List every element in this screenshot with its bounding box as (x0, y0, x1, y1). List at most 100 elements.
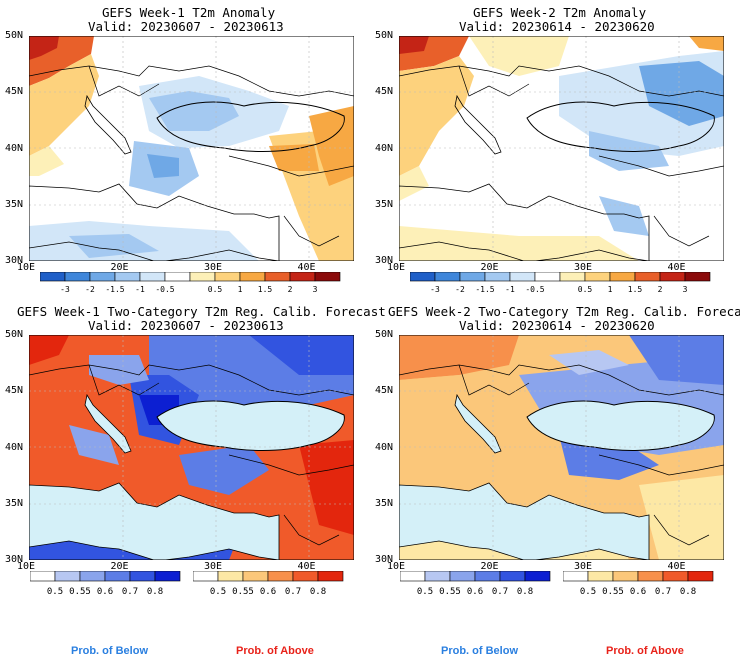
prob-above-swatch (242, 571, 269, 582)
prob-below-tick-label: 0.5 (417, 587, 433, 597)
prob-above-tick-label: 0.7 (285, 587, 301, 597)
prob-above-colorbar-1: 0.5 0.55 0.6 0.7 0.8 (193, 571, 344, 597)
anomaly-swatch (214, 272, 241, 282)
lon-label: 40E (297, 262, 316, 273)
prob-above-tick-label: 0.55 (602, 587, 624, 597)
prob-above-swatch (563, 571, 589, 582)
anomaly-swatch (64, 272, 91, 282)
anomaly-tick-label: -0.5 (155, 285, 174, 294)
anomaly-swatch (509, 272, 536, 282)
prob-below-tick-label: 0.7 (492, 587, 508, 597)
prob-above-swatch (317, 571, 344, 582)
panel-4-title: GEFS Week-2 Two-Category T2m Reg. Calib.… (388, 304, 740, 319)
prob-above-tick-label: 0.8 (680, 587, 696, 597)
lon-label: 30E (574, 262, 593, 273)
anomaly-swatch (264, 272, 291, 282)
panel-4-valid: Valid: 20230614 - 20230620 (459, 318, 655, 333)
prob-above-swatch (267, 571, 294, 582)
prob-below-swatch (499, 571, 526, 582)
lon-label: 30E (204, 561, 223, 572)
prob-above-tick-label: 0.5 (210, 587, 226, 597)
panel-3-title: GEFS Week-1 Two-Category T2m Reg. Calib.… (17, 304, 386, 319)
prob-below-swatch (400, 571, 426, 582)
lon-label: 10E (17, 561, 36, 572)
prob-below-tick-label: 0.6 (467, 587, 483, 597)
panel-1-valid: Valid: 20230607 - 20230613 (88, 19, 284, 34)
lat-label: 30N (5, 255, 24, 266)
lat-label: 30N (375, 554, 394, 565)
lon-label: 40E (667, 561, 686, 572)
anomaly-swatch (459, 272, 486, 282)
prob-below-tick-label: 0.6 (97, 587, 113, 597)
prob-below-swatch (474, 571, 501, 582)
prob-above-label-2: Prob. of Above (606, 645, 684, 657)
prob-above-swatch (217, 571, 244, 582)
anomaly-swatch (289, 272, 316, 282)
lat-label: 50N (5, 30, 24, 41)
prob-below-swatch (154, 571, 181, 582)
lat-label: 30N (5, 554, 24, 565)
lon-label: 20E (110, 561, 129, 572)
prob-below-label-2: Prob. of Below (441, 645, 518, 657)
panel-3-map (29, 335, 354, 560)
lon-label: 40E (667, 262, 686, 273)
lat-label: 45N (375, 86, 394, 98)
anomaly-tick-label: -1 (505, 285, 515, 294)
lon-label: 30E (574, 561, 593, 572)
anomaly-tick-label: 1 (238, 285, 243, 294)
prob-below-colorbar-2: 0.5 0.55 0.6 0.7 0.8 (400, 571, 551, 597)
anomaly-tick-label: 1.5 (628, 285, 643, 294)
anomaly-swatch (40, 272, 66, 282)
anomaly-tick-label: 1 (608, 285, 613, 294)
panel-1-title: GEFS Week-1 T2m Anomaly (102, 5, 276, 20)
anomaly-swatch (239, 272, 266, 282)
prob-below-swatch (424, 571, 451, 582)
anomaly-swatch (609, 272, 636, 282)
lon-label: 20E (480, 561, 499, 572)
prob-above-tick-label: 0.7 (655, 587, 671, 597)
anomaly-tick-label: -3 (430, 285, 440, 294)
anomaly-tick-label: -0.5 (525, 285, 544, 294)
prob-above-swatch (662, 571, 689, 582)
anomaly-swatch (559, 272, 586, 282)
prob-above-colorbar-2: 0.5 0.55 0.6 0.7 0.8 (563, 571, 714, 597)
prob-below-swatch (30, 571, 56, 582)
prob-below-tick-label: 0.8 (517, 587, 533, 597)
prob-above-tick-label: 0.6 (630, 587, 646, 597)
panel-2-title: GEFS Week-2 T2m Anomaly (473, 5, 647, 20)
panel-4-map (399, 335, 724, 560)
prob-above-tick-label: 0.8 (310, 587, 326, 597)
lon-label: 10E (387, 561, 406, 572)
anomaly-tick-label: 0.5 (208, 285, 223, 294)
anomaly-tick-label: -3 (60, 285, 70, 294)
prob-above-swatch (637, 571, 664, 582)
lat-label: 50N (5, 329, 24, 340)
prob-above-swatch (193, 571, 219, 582)
anomaly-swatch (189, 272, 216, 282)
anomaly-colorbar-1: -3 -2 -1.5 -1 -0.5 0.5 1 1.5 2 3 (40, 272, 341, 294)
prob-below-colorbar-1: 0.5 0.55 0.6 0.7 0.8 (30, 571, 181, 597)
prob-above-tick-label: 0.55 (232, 587, 254, 597)
lat-label: 40N (5, 441, 24, 453)
prob-below-tick-label: 0.5 (47, 587, 63, 597)
anomaly-tick-label: 3 (313, 285, 318, 294)
lat-label: 40N (375, 142, 394, 154)
prob-below-swatch (54, 571, 81, 582)
anomaly-tick-label: 0.5 (578, 285, 593, 294)
anomaly-tick-label: -1.5 (105, 285, 124, 294)
lat-label: 40N (375, 441, 394, 453)
lat-label: 45N (5, 385, 24, 397)
anomaly-tick-label: 1.5 (258, 285, 273, 294)
anomaly-swatch (534, 272, 561, 282)
lat-label: 50N (375, 30, 394, 41)
prob-below-swatch (449, 571, 476, 582)
lat-label: 30N (375, 255, 394, 266)
prob-above-swatch (587, 571, 614, 582)
lon-label: 20E (110, 262, 129, 273)
anomaly-swatch (139, 272, 166, 282)
panel-1-map (29, 36, 354, 261)
anomaly-swatch (314, 272, 341, 282)
lat-label: 35N (375, 198, 394, 210)
panel-2-valid: Valid: 20230614 - 20230620 (459, 19, 655, 34)
prob-above-swatch (687, 571, 714, 582)
